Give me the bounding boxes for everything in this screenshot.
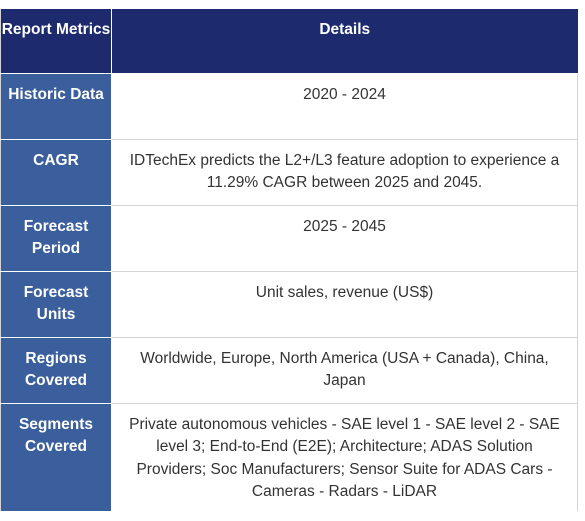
table-row: Forecast Units Unit sales, revenue (US$) — [0, 271, 578, 338]
details-cell: IDTechEx predicts the L2+/L3 feature ado… — [111, 139, 578, 206]
metric-cell: Segments Covered — [0, 403, 112, 511]
metric-cell: Regions Covered — [0, 337, 112, 404]
table-row: Historic Data 2020 - 2024 — [0, 73, 578, 140]
header-details: Details — [111, 9, 578, 74]
metric-cell: Forecast Period — [0, 205, 112, 272]
table-header-row: Report Metrics Details — [0, 9, 578, 74]
details-cell: Unit sales, revenue (US$) — [111, 271, 578, 338]
details-cell: 2020 - 2024 — [111, 73, 578, 140]
metric-cell: CAGR — [0, 139, 112, 206]
metric-cell: Forecast Units — [0, 271, 112, 338]
details-cell: Worldwide, Europe, North America (USA + … — [111, 337, 578, 404]
details-cell: Private autonomous vehicles - SAE level … — [111, 403, 578, 511]
header-report-metrics: Report Metrics — [0, 9, 112, 74]
metric-cell: Historic Data — [0, 73, 112, 140]
table-row: Segments Covered Private autonomous vehi… — [0, 403, 578, 511]
table-row: Regions Covered Worldwide, Europe, North… — [0, 337, 578, 404]
details-cell: 2025 - 2045 — [111, 205, 578, 272]
report-metrics-table: Report Metrics Details Historic Data 202… — [0, 9, 578, 511]
table-row: Forecast Period 2025 - 2045 — [0, 205, 578, 272]
table-row: CAGR IDTechEx predicts the L2+/L3 featur… — [0, 139, 578, 206]
